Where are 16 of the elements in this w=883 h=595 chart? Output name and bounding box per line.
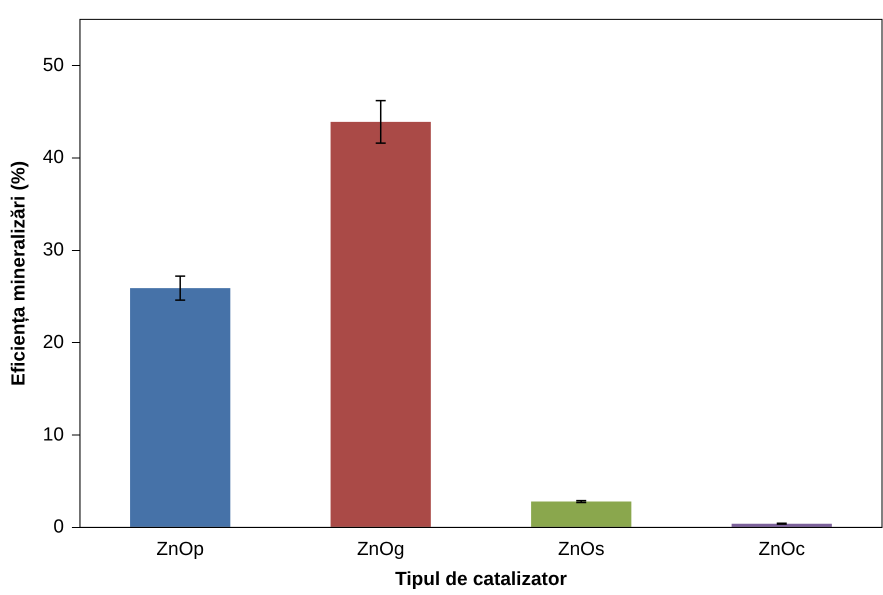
x-tick-label: ZnOs <box>558 539 604 560</box>
bar <box>130 288 230 527</box>
y-tick-label: 30 <box>42 240 64 261</box>
y-tick-label: 0 <box>53 516 64 538</box>
bar <box>531 502 632 527</box>
bar <box>732 524 832 527</box>
y-tick-label: 40 <box>42 147 64 168</box>
x-axis-title: Tipul de catalizator <box>395 568 568 590</box>
y-tick-label: 20 <box>42 332 64 353</box>
x-tick-label: ZnOg <box>356 539 404 560</box>
y-tick-label: 50 <box>42 54 64 76</box>
x-tick-label: ZnOp <box>156 539 204 560</box>
bar <box>330 122 431 527</box>
x-tick-label: ZnOc <box>758 539 805 560</box>
y-tick-label: 10 <box>42 424 64 446</box>
y-axis-title: Eficiența mineralizări (%) <box>8 160 30 386</box>
